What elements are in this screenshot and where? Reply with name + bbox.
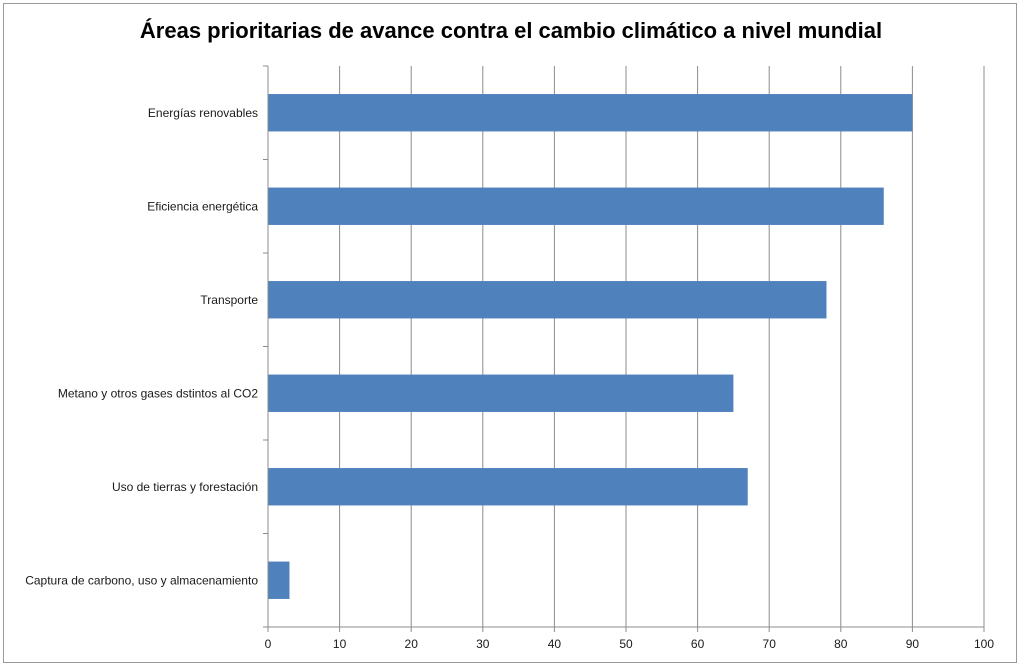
category-label: Uso de tierras y forestación	[112, 480, 258, 494]
bar	[268, 561, 290, 599]
x-tick-label: 20	[405, 637, 419, 651]
category-label: Transporte	[200, 293, 258, 307]
tick-labels: 0 10 20 30 40 50 60 70 80 90 100	[265, 637, 995, 651]
x-tick-label: 0	[265, 637, 272, 651]
gridlines	[339, 66, 985, 627]
chart-frame: Áreas prioritarias de avance contra el c…	[3, 3, 1017, 663]
bar-chart: Energías renovables Eficiencia energética…	[25, 65, 995, 651]
x-tick-label: 30	[476, 637, 490, 651]
category-label: Metano y otros gases dstintos al CO2	[58, 386, 258, 400]
x-tick-label: 70	[763, 637, 777, 651]
bar	[268, 187, 884, 225]
category-label: Energías renovables	[148, 106, 258, 120]
bars	[268, 94, 913, 599]
bar	[268, 94, 913, 132]
x-tick-label: 100	[974, 637, 994, 651]
x-tick-label: 10	[333, 637, 347, 651]
x-tick-label: 90	[906, 637, 920, 651]
x-tick-label: 50	[619, 637, 633, 651]
x-tick-label: 80	[834, 637, 848, 651]
x-tick-label: 40	[548, 637, 562, 651]
chart-title: Áreas prioritarias de avance contra el c…	[139, 18, 883, 43]
bar	[268, 468, 748, 506]
x-tick-label: 60	[691, 637, 705, 651]
bar	[268, 281, 827, 319]
category-label: Captura de carbono, uso y almacenamiento	[25, 573, 258, 587]
axes	[263, 65, 985, 632]
category-labels: Energías renovables Eficiencia energética…	[25, 106, 258, 588]
bar	[268, 374, 734, 412]
category-label: Eficiencia energética	[147, 199, 258, 213]
